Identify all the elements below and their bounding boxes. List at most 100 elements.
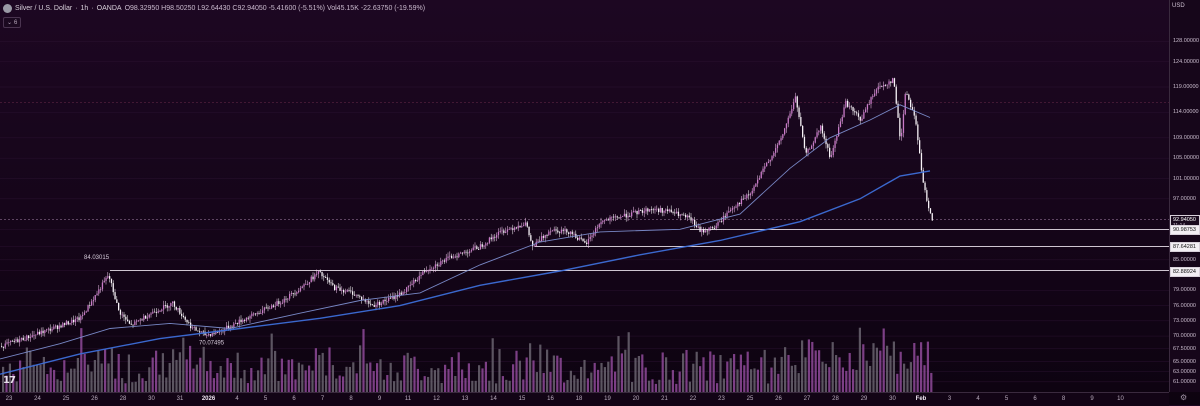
volume-bar — [318, 355, 321, 392]
candle-body — [352, 291, 354, 295]
volume-bar — [610, 356, 613, 392]
candle-body — [260, 313, 262, 314]
volume-bar — [906, 368, 909, 392]
volume-bar — [753, 368, 756, 392]
candle-body — [679, 214, 681, 216]
price-candles — [1, 77, 933, 352]
candle-body — [755, 183, 757, 187]
candle-body — [83, 312, 86, 315]
candle-body — [488, 237, 491, 243]
candle-body — [379, 301, 381, 306]
candle-body — [625, 213, 627, 218]
candle-body — [314, 274, 316, 280]
candle-body — [371, 304, 374, 306]
volume-bar — [100, 363, 103, 392]
candle-body — [74, 318, 77, 323]
volume-bar — [824, 363, 827, 392]
volume-bar — [352, 362, 355, 392]
candle-body — [917, 124, 919, 141]
candle-body — [627, 215, 629, 218]
candle-body — [811, 145, 813, 149]
volume-bar — [515, 350, 518, 392]
candle-body — [530, 235, 532, 241]
candle-body — [703, 229, 705, 233]
candle-body — [501, 230, 503, 232]
volume-bar — [158, 374, 161, 392]
volume-bar — [114, 378, 117, 392]
candle-body — [364, 299, 366, 302]
candle-body — [191, 327, 194, 329]
candle-body — [465, 251, 467, 253]
gear-icon[interactable]: ⚙ — [1180, 393, 1188, 402]
volume-bar — [484, 361, 487, 392]
candle-body — [623, 213, 626, 217]
volume-bar — [406, 352, 409, 392]
volume-bar — [206, 371, 209, 392]
candle-body — [409, 284, 411, 286]
candle-body — [919, 140, 921, 154]
volume-bar — [685, 349, 688, 392]
price-chart[interactable]: 84.03015 70.07495 — [0, 0, 1169, 392]
candle-body — [827, 144, 829, 148]
candle-body — [452, 257, 455, 259]
volume-bar — [46, 374, 49, 392]
volume-bar — [807, 339, 810, 392]
volume-bar — [294, 379, 297, 392]
candle-body — [875, 89, 878, 94]
indicators-collapse-button[interactable]: ⌄ 6 — [3, 17, 22, 28]
candle-body — [690, 217, 692, 221]
candle-body — [265, 307, 267, 309]
volume-bar — [627, 332, 630, 392]
volume-bar — [212, 378, 215, 392]
time-axis[interactable]: 23 24 25 26 28 30 31 2026 4 5 6 7 8 9 11 12 13 14 15 16 18 19… — [0, 392, 1169, 406]
time-tick-label: 4 — [976, 396, 980, 402]
moving-average-line — [0, 104, 931, 360]
candle-body — [272, 305, 275, 307]
candle-body — [69, 322, 71, 325]
time-tick-label: 16 — [547, 396, 554, 402]
candle-body — [51, 329, 53, 331]
volume-bar — [270, 333, 273, 392]
candle-body — [883, 85, 885, 87]
candle-body — [44, 330, 46, 334]
candle-body — [429, 268, 431, 271]
candle-body — [753, 186, 755, 191]
candle-body — [195, 327, 197, 331]
candle-body — [758, 178, 761, 180]
volume-bar — [508, 380, 511, 392]
volume-bar — [284, 374, 287, 392]
candle-body — [704, 230, 707, 233]
candle-body — [359, 295, 361, 297]
volume-bar — [66, 372, 69, 392]
candle-body — [40, 330, 42, 335]
volume-bar — [15, 381, 18, 392]
candle-body — [20, 337, 23, 340]
time-tick-label: 2026 — [201, 396, 216, 402]
candle-body — [533, 245, 536, 247]
volume-bar — [287, 359, 290, 392]
candle-body — [895, 86, 897, 104]
volume-bar — [382, 379, 385, 392]
candle-body — [604, 220, 606, 222]
volume-bar — [131, 382, 134, 392]
candle-body — [370, 303, 372, 305]
volume-bar — [209, 360, 212, 392]
volume-bar — [331, 365, 334, 392]
candle-body — [29, 337, 32, 339]
volume-bar — [304, 370, 307, 392]
candle-body — [879, 86, 881, 88]
volume-bar — [546, 349, 549, 392]
volume-bar — [770, 367, 773, 392]
time-tick-label: 31 — [176, 396, 184, 402]
candle-body — [350, 290, 352, 292]
volume-bar — [379, 359, 382, 392]
volume-bar — [566, 379, 569, 392]
interval[interactable]: 1h — [80, 4, 89, 12]
volume-bar — [233, 377, 236, 392]
symbol-name[interactable]: Silver / U.S. Dollar — [15, 4, 73, 12]
price-scale[interactable]: 128.00000 124.00000 119.00000 114.00000 109.… — [1169, 0, 1200, 392]
candle-body — [546, 235, 548, 236]
volume-bar — [818, 350, 821, 392]
candle-body — [773, 152, 775, 157]
volume-bar — [243, 369, 246, 392]
